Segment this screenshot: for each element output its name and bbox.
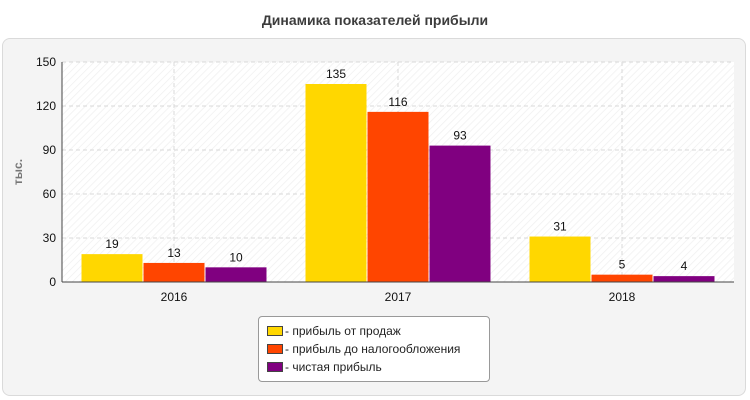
bar bbox=[529, 236, 591, 282]
data-label: 116 bbox=[388, 95, 407, 109]
bar bbox=[81, 254, 143, 282]
y-tick-label: 30 bbox=[43, 231, 57, 245]
grid-lines bbox=[62, 61, 734, 282]
legend-label: - прибыль от продаж bbox=[285, 324, 401, 338]
legend-swatch bbox=[267, 326, 283, 336]
bar bbox=[205, 267, 267, 282]
legend-label: - чистая прибыль bbox=[285, 360, 382, 374]
legend-swatch bbox=[267, 362, 283, 372]
bar bbox=[367, 111, 429, 282]
data-label: 10 bbox=[229, 250, 243, 264]
legend-item: - прибыль от продаж bbox=[267, 322, 489, 340]
data-label: 4 bbox=[681, 259, 688, 273]
legend-swatch bbox=[267, 344, 283, 354]
chart-title: Динамика показателей прибыли bbox=[261, 12, 489, 28]
legend-item: - прибыль до налогообложения bbox=[267, 340, 489, 358]
bar bbox=[429, 145, 491, 282]
y-tick-label: 120 bbox=[36, 99, 56, 113]
data-labels: 19 13 10 135 116 93 31 5 4 bbox=[105, 67, 687, 273]
bar bbox=[305, 84, 367, 282]
bars bbox=[81, 84, 715, 282]
axes: 0 30 60 90 120 150 2016 2017 2018 bbox=[36, 55, 734, 304]
bar bbox=[143, 262, 205, 282]
x-tick-label: 2018 bbox=[609, 290, 636, 304]
y-tick-label: 0 bbox=[49, 275, 56, 289]
data-label: 31 bbox=[553, 220, 567, 234]
data-label: 93 bbox=[453, 129, 467, 143]
legend: - прибыль от продаж - прибыль до налогооб… bbox=[258, 316, 490, 382]
x-tick-label: 2017 bbox=[385, 290, 412, 304]
data-label: 13 bbox=[167, 246, 181, 260]
data-label: 5 bbox=[619, 258, 626, 272]
legend-item: - чистая прибыль bbox=[267, 358, 489, 376]
y-tick-label: 60 bbox=[43, 187, 57, 201]
bar bbox=[591, 274, 653, 282]
y-tick-label: 150 bbox=[36, 55, 56, 69]
x-tick-label: 2016 bbox=[161, 290, 188, 304]
y-tick-label: 90 bbox=[43, 143, 57, 157]
legend-label: - прибыль до налогообложения bbox=[285, 342, 461, 356]
data-label: 135 bbox=[326, 67, 346, 81]
y-axis-title: тыс. bbox=[11, 159, 25, 185]
data-label: 19 bbox=[105, 237, 119, 251]
bar bbox=[653, 276, 715, 282]
